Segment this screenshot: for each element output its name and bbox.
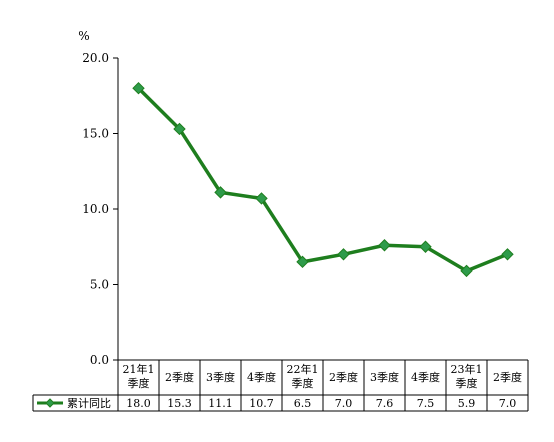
series-line xyxy=(137,86,509,273)
data-point xyxy=(132,81,145,95)
category-label: 3季度 xyxy=(370,370,399,384)
table-value: 11.1 xyxy=(208,397,233,410)
table-value: 7.0 xyxy=(499,397,517,410)
table-value: 10.7 xyxy=(249,397,274,410)
data-point xyxy=(337,248,350,261)
table-value: 7.5 xyxy=(417,397,435,410)
y-tick-label: 0.0 xyxy=(90,353,109,367)
y-axis: 0.0 5.0 10.0 15.0 20.0% xyxy=(78,29,119,367)
category-label: 4季度 xyxy=(247,370,276,384)
data-point xyxy=(501,248,514,261)
y-tick-label: 5.0 xyxy=(90,278,109,292)
table-value: 5.9 xyxy=(458,397,476,410)
series-lines xyxy=(132,81,514,278)
data-point xyxy=(378,239,391,252)
data-point xyxy=(460,264,473,278)
data-point xyxy=(419,240,432,253)
y-tick-label: 10.0 xyxy=(82,202,109,216)
table-value: 7.0 xyxy=(335,397,353,410)
data-point xyxy=(255,192,268,205)
category-label: 22年1 xyxy=(287,362,319,376)
table-value: 6.5 xyxy=(294,397,312,410)
category-label: 季度 xyxy=(456,376,478,390)
category-label: 季度 xyxy=(128,376,150,390)
legend-label: 累计同比 xyxy=(67,397,111,410)
category-label: 3季度 xyxy=(206,370,235,384)
table-value: 18.0 xyxy=(126,397,151,410)
category-label: 2季度 xyxy=(165,370,194,384)
data-point xyxy=(173,122,186,136)
table-value: 15.3 xyxy=(167,397,192,410)
category-label: 2季度 xyxy=(493,370,522,384)
category-label: 季度 xyxy=(292,376,314,390)
y-tick-label: 15.0 xyxy=(82,127,109,141)
table-value: 7.6 xyxy=(376,397,394,410)
category-label: 4季度 xyxy=(411,370,440,384)
legend-marker xyxy=(45,398,55,408)
category-label: 2季度 xyxy=(329,370,358,384)
data-point xyxy=(296,255,309,269)
data-point xyxy=(214,186,227,199)
category-label: 21年1 xyxy=(123,362,155,376)
y-unit-label: % xyxy=(78,29,89,43)
y-tick-label: 20.0 xyxy=(82,51,109,65)
category-label: 23年1 xyxy=(451,362,483,376)
